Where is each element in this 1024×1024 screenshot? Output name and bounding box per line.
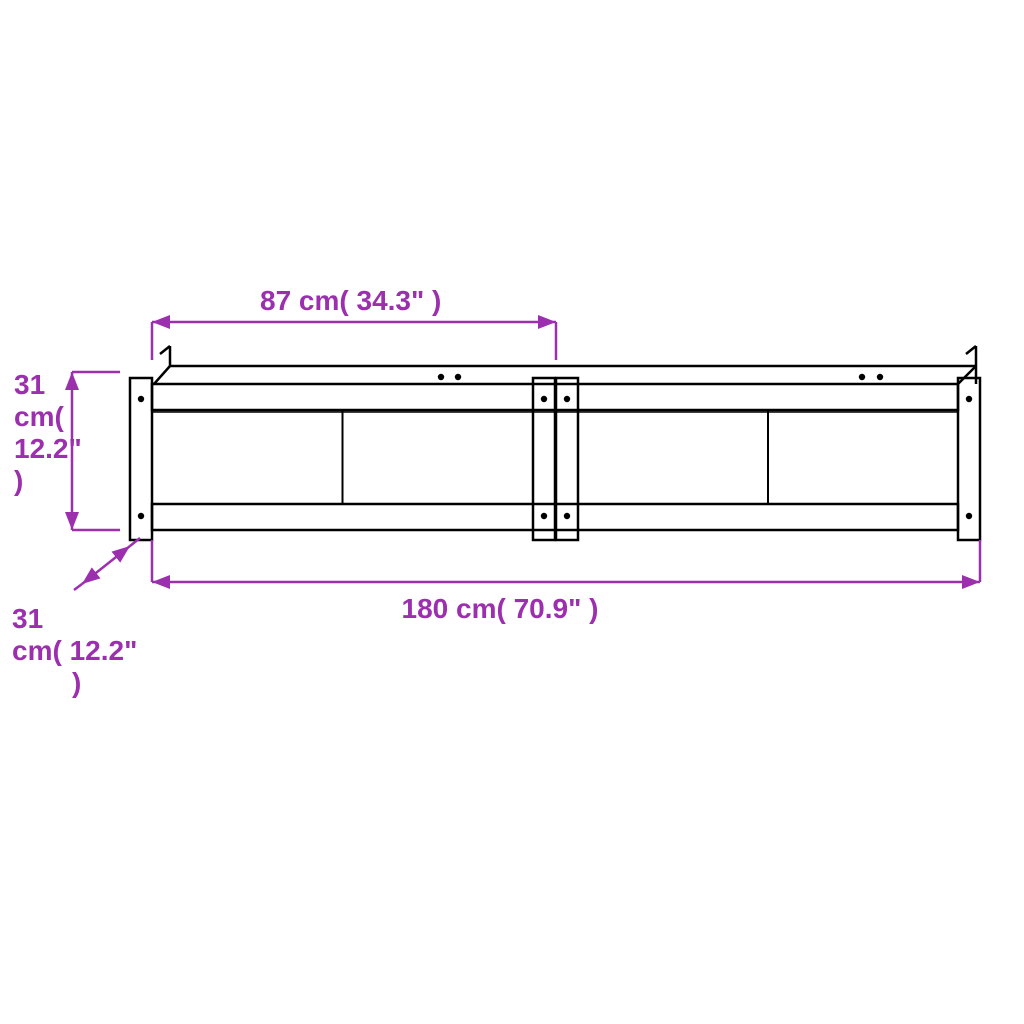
dim-depth: 31: [12, 603, 43, 634]
svg-text:12.2": 12.2": [14, 433, 82, 464]
svg-text:cm( 12.2": cm( 12.2": [12, 635, 137, 666]
svg-text:): ): [72, 667, 81, 698]
svg-text:cm(: cm(: [14, 401, 64, 432]
dim-half-width: 87 cm( 34.3" ): [260, 285, 441, 316]
dim-total-width: 180 cm( 70.9" ): [402, 593, 599, 624]
svg-text:): ): [14, 465, 23, 496]
dim-height: 31: [14, 369, 45, 400]
